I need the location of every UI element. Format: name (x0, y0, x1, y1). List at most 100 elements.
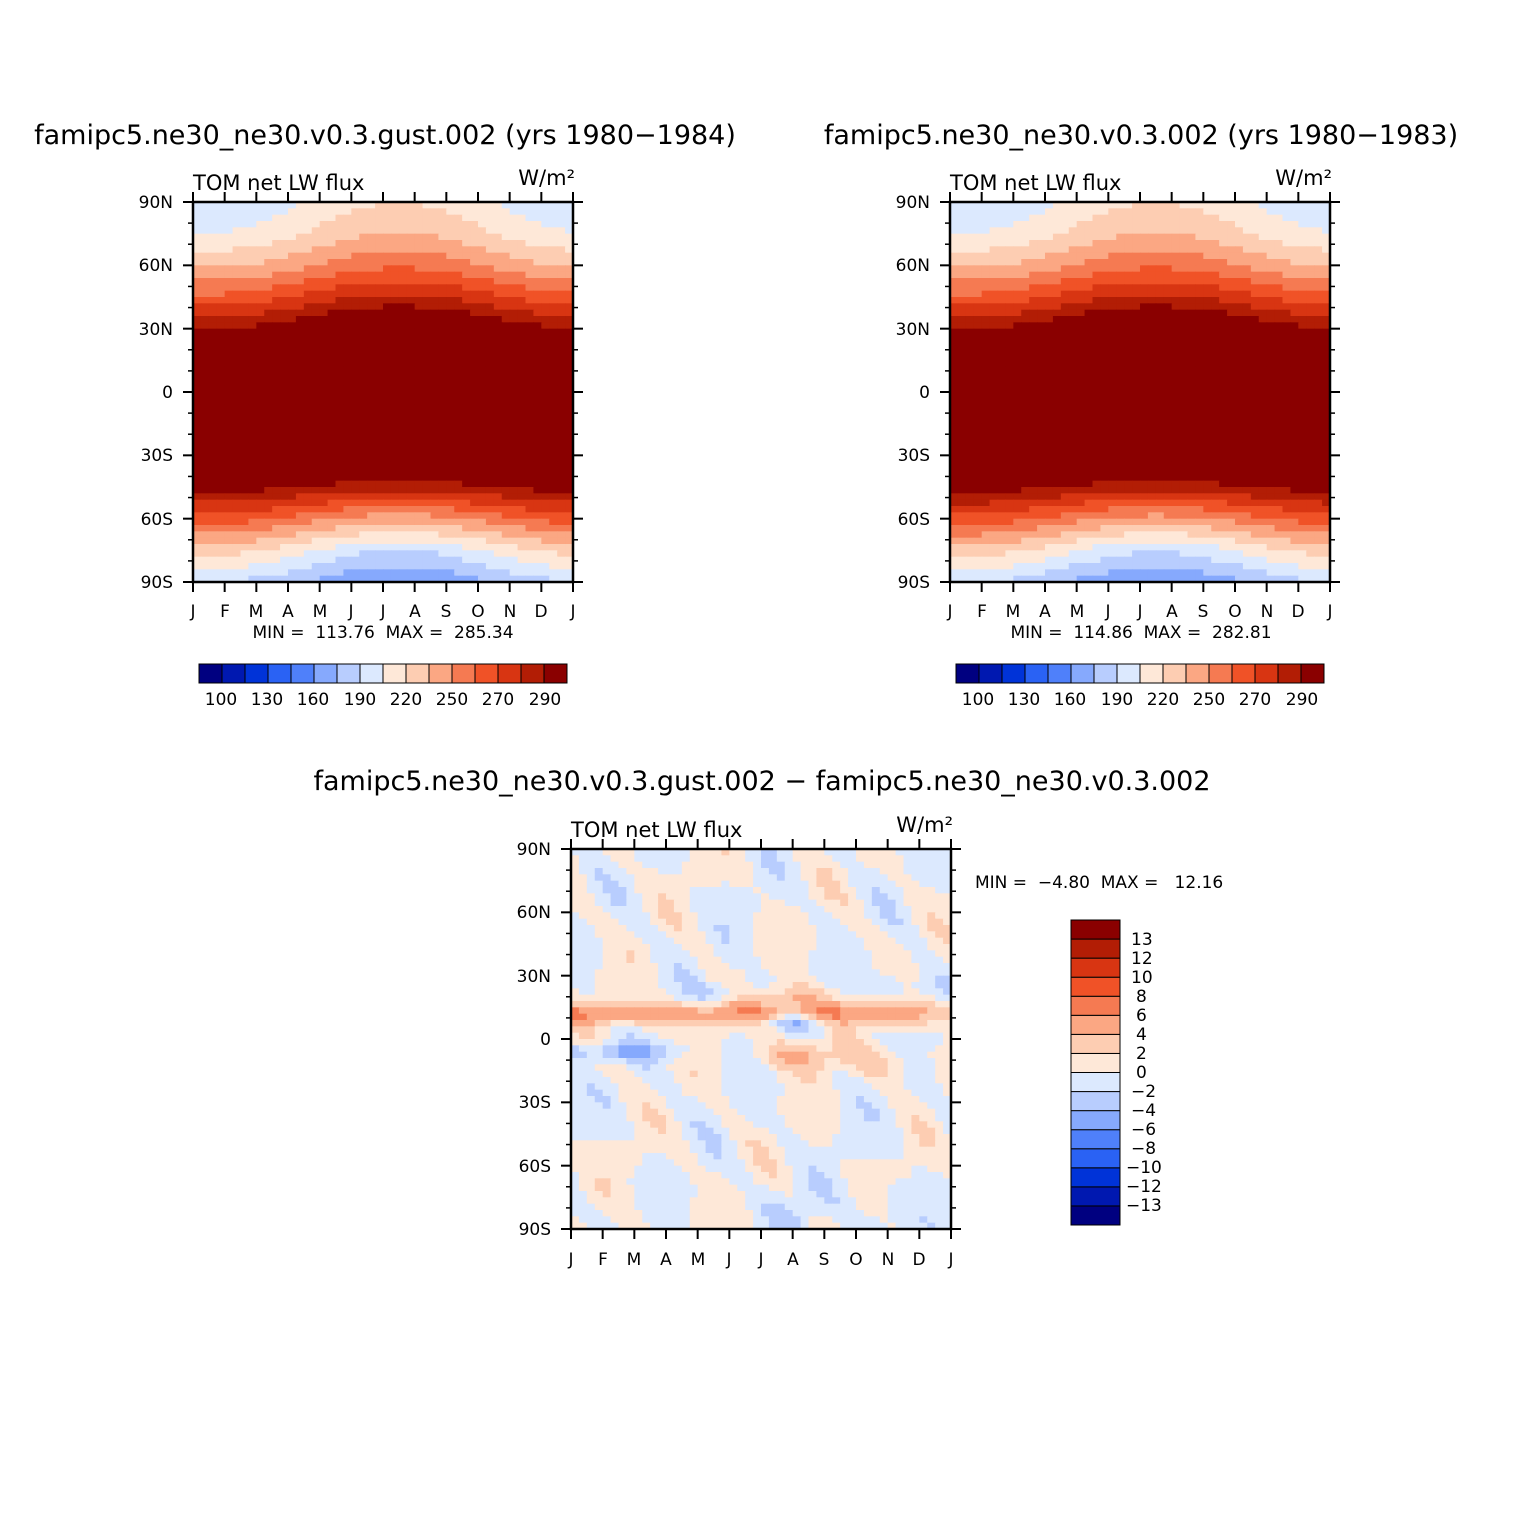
heatmap-cell (533, 284, 542, 292)
heatmap-cell (1282, 341, 1292, 349)
heatmap-cell (343, 518, 352, 526)
heatmap-cell (509, 379, 519, 387)
heatmap-cell (311, 379, 321, 387)
heatmap-cell (1124, 404, 1133, 412)
heatmap-cell (288, 271, 297, 279)
heatmap-cell (517, 202, 527, 209)
heatmap-cell (208, 455, 218, 463)
heatmap-cell (280, 316, 289, 323)
heatmap-cell (1092, 271, 1102, 279)
heatmap-cell (390, 347, 400, 355)
heatmap-cell (208, 240, 218, 247)
heatmap-cell (1005, 214, 1014, 222)
heatmap-cell (1005, 290, 1014, 298)
heatmap-cell (272, 537, 281, 545)
heatmap-cell (414, 297, 424, 304)
heatmap-cell (509, 354, 519, 361)
heatmap-cell (1108, 436, 1117, 444)
heatmap-cell (1068, 347, 1078, 355)
heatmap-cell (509, 252, 519, 260)
heatmap-cell (1124, 208, 1133, 216)
heatmap-cell (1060, 392, 1070, 399)
heatmap-cell (989, 284, 999, 292)
heatmap-cell (272, 468, 281, 475)
heatmap-cell (965, 303, 975, 311)
heatmap-cell (248, 240, 257, 247)
x-ticks (192, 192, 574, 592)
heatmap-cell (950, 303, 959, 311)
heatmap-cell (549, 575, 558, 583)
heatmap-cell (319, 303, 329, 311)
heatmap-cell (1242, 278, 1252, 285)
heatmap-cell (973, 227, 983, 235)
heatmap-cell (454, 297, 463, 304)
heatmap-cell (493, 499, 503, 507)
heatmap-cell (422, 284, 432, 292)
heatmap-cell (1195, 417, 1204, 425)
heatmap-cell (375, 373, 384, 380)
heatmap-cell (422, 569, 432, 577)
heatmap-cell (557, 335, 566, 342)
heatmap-cell (272, 214, 281, 222)
heatmap-cell (224, 468, 234, 475)
heatmap-cell (1235, 252, 1244, 260)
heatmap-cell (414, 385, 424, 393)
heatmap-cell (398, 373, 408, 380)
heatmap-cell (398, 474, 408, 482)
heatmap-cell (1013, 366, 1022, 374)
heatmap-cell (1211, 252, 1220, 260)
heatmap-cell (288, 246, 297, 254)
heatmap-cell (1274, 290, 1284, 298)
heatmap-cell (517, 455, 527, 463)
heatmap-cell (1124, 354, 1133, 361)
heatmap-cell (406, 474, 416, 482)
units-label: W/m² (1275, 166, 1332, 190)
heatmap-cell (343, 487, 352, 494)
heatmap-cell (493, 309, 503, 317)
heatmap-cell (1076, 366, 1086, 374)
heatmap-cell (343, 480, 352, 488)
heatmap-cell (989, 214, 999, 222)
heatmap-cell (533, 233, 542, 241)
heatmap-field (193, 202, 574, 583)
heatmap-cell (1211, 385, 1220, 393)
heatmap-cell (1108, 227, 1117, 235)
heatmap-cell (398, 411, 408, 418)
heatmap-cell (280, 411, 289, 418)
heatmap-cell (303, 290, 313, 298)
heatmap-cell (1068, 373, 1078, 380)
heatmap-cell (1147, 208, 1157, 216)
heatmap-cell (383, 499, 392, 507)
heatmap-cell (973, 328, 983, 336)
heatmap-cell (288, 252, 297, 260)
heatmap-cell (1037, 303, 1046, 311)
heatmap-cell (359, 366, 368, 374)
heatmap-cell (1013, 322, 1022, 330)
heatmap-cell (390, 417, 400, 425)
heatmap-cell (1290, 354, 1299, 361)
heatmap-cell (1290, 297, 1299, 304)
heatmap-cell (232, 512, 242, 520)
heatmap-cell (1060, 411, 1070, 418)
heatmap-cell (1322, 240, 1331, 247)
heatmap-cell (280, 240, 289, 247)
heatmap-cell (216, 537, 226, 545)
heatmap-cell (501, 379, 511, 387)
heatmap-cell (398, 290, 408, 298)
heatmap-cell (989, 328, 999, 336)
heatmap-cell (398, 303, 408, 311)
heatmap-cell (438, 404, 447, 412)
heatmap-cell (1021, 202, 1030, 209)
heatmap-cell (1045, 297, 1054, 304)
heatmap-cell (1282, 373, 1292, 380)
heatmap-cell (256, 385, 265, 393)
heatmap-cell (375, 493, 384, 501)
heatmap-cell (462, 328, 471, 336)
heatmap-cell (398, 563, 408, 570)
heatmap-cell (248, 252, 257, 260)
heatmap-cell (470, 309, 479, 317)
heatmap-cell (414, 271, 424, 279)
heatmap-cell (485, 221, 495, 228)
heatmap-cell (565, 392, 574, 399)
heatmap-cell (557, 284, 566, 292)
